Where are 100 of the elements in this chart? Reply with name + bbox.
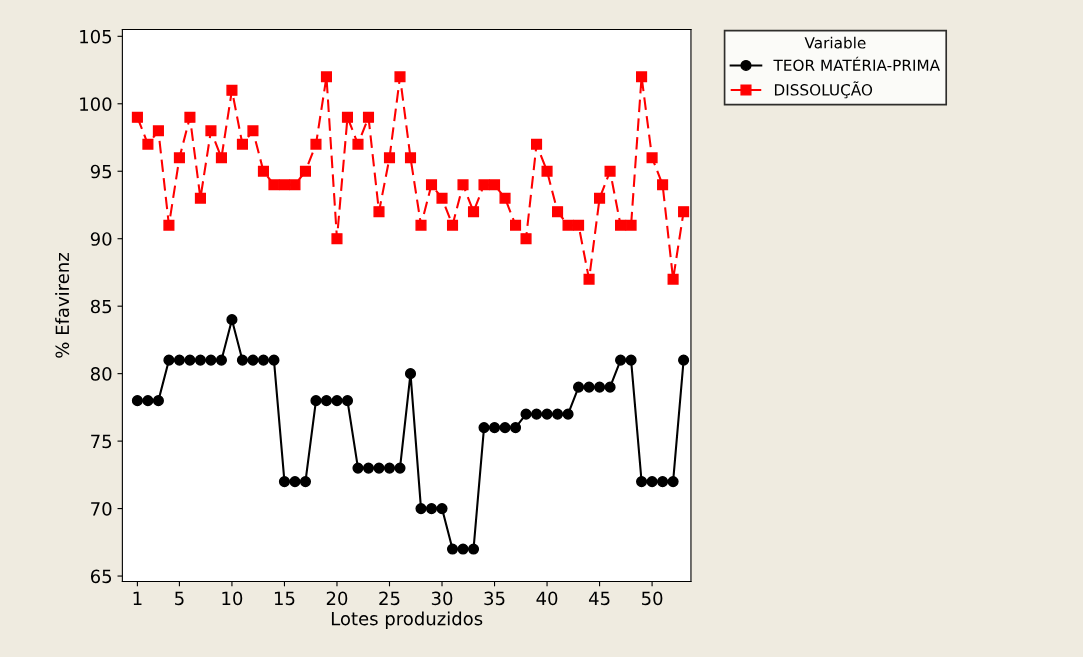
point	[268, 354, 280, 366]
x-tick-label: 25	[379, 591, 400, 606]
point	[299, 476, 312, 488]
y-tick-label: 80	[90, 367, 112, 381]
point	[541, 165, 553, 177]
point	[615, 354, 627, 366]
point	[310, 395, 322, 407]
point	[341, 111, 354, 123]
legend-label: DISSOLUÇÃO	[774, 81, 873, 99]
point	[383, 152, 396, 164]
point	[352, 462, 364, 474]
point	[583, 381, 595, 393]
point	[636, 476, 648, 488]
point	[331, 395, 343, 407]
point	[446, 543, 459, 555]
point	[184, 354, 196, 366]
point	[142, 395, 154, 407]
point	[436, 503, 448, 515]
point	[236, 138, 248, 150]
point	[667, 273, 679, 285]
point	[142, 138, 154, 150]
point	[678, 354, 690, 366]
point	[573, 381, 585, 393]
point	[163, 354, 175, 366]
point	[205, 125, 217, 137]
point	[467, 206, 480, 218]
point	[289, 179, 301, 191]
point	[541, 408, 553, 420]
point	[289, 476, 301, 488]
point	[646, 476, 658, 488]
point	[215, 152, 227, 164]
y-tick-label: 65	[90, 569, 112, 584]
point	[551, 408, 564, 420]
y-tick-label: 75	[91, 434, 112, 449]
point	[657, 179, 669, 191]
point	[457, 179, 469, 191]
point	[173, 152, 185, 164]
point	[152, 395, 164, 407]
y-tick-label: 90	[90, 232, 112, 246]
point	[278, 179, 291, 191]
point	[667, 476, 679, 488]
legend-title: Variable	[804, 36, 866, 49]
point	[625, 219, 637, 231]
x-tick-label: 45	[588, 591, 610, 606]
point	[131, 395, 143, 407]
point	[131, 111, 143, 123]
x-axis-title: Lotes produzidos	[331, 611, 483, 629]
point	[247, 354, 259, 366]
point	[247, 125, 259, 137]
point	[373, 206, 385, 218]
point	[215, 354, 227, 366]
point	[415, 219, 427, 231]
point	[310, 138, 322, 150]
point	[320, 395, 333, 407]
point	[604, 165, 616, 177]
point	[341, 395, 354, 407]
point	[509, 219, 522, 231]
point	[394, 462, 406, 474]
point	[457, 543, 469, 555]
point	[594, 381, 606, 393]
x-tick-label: 35	[484, 591, 505, 606]
point	[636, 71, 648, 83]
point	[646, 152, 658, 164]
point	[530, 408, 543, 420]
point	[362, 111, 375, 123]
x-tick-label: 1	[133, 591, 142, 605]
x-tick-label: 10	[222, 591, 243, 606]
point	[226, 84, 238, 96]
x-tick-label: 50	[642, 591, 663, 606]
point	[520, 233, 532, 245]
point	[488, 179, 501, 191]
point	[173, 354, 185, 366]
point	[478, 179, 490, 191]
point	[425, 503, 438, 515]
legend-label: TEOR MATÉRIA-PRIMA	[773, 56, 940, 71]
point	[478, 422, 490, 434]
point	[604, 381, 616, 393]
y-tick-label: 95	[90, 164, 112, 179]
point	[530, 138, 543, 150]
x-tick-label: 15	[274, 591, 295, 606]
point	[425, 179, 438, 191]
y-tick-label: 85	[90, 299, 112, 314]
point	[594, 192, 606, 204]
point	[551, 206, 564, 218]
point	[278, 476, 291, 488]
x-tick-label: 30	[431, 591, 453, 606]
point	[583, 273, 595, 285]
point	[436, 192, 448, 204]
point	[562, 408, 574, 420]
point	[194, 192, 206, 204]
point	[184, 111, 196, 123]
point	[163, 219, 175, 231]
point	[499, 192, 511, 204]
point	[152, 125, 164, 137]
point	[404, 368, 417, 380]
point	[320, 71, 333, 83]
point	[509, 422, 522, 434]
point	[299, 165, 312, 177]
point	[257, 354, 270, 366]
point	[194, 354, 206, 366]
